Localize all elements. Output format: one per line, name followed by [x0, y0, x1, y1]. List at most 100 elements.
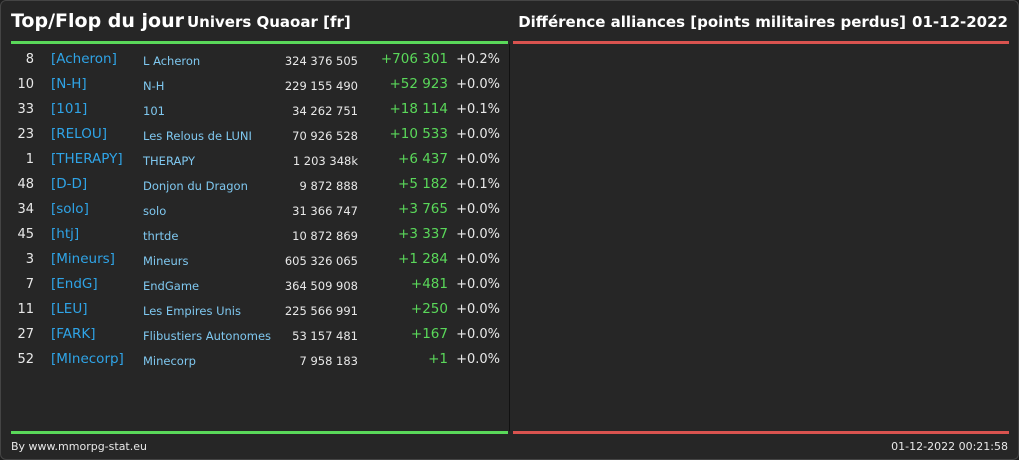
alliance-diff: +250 [410, 301, 448, 317]
header-date: 01-12-2022 [912, 13, 1008, 31]
alliance-rank: 45 [17, 227, 34, 242]
alliance-row: 34 [solo] solo 31 366 747 +3 765 +0.0% [11, 198, 508, 223]
alliance-points: 70 926 528 [292, 129, 358, 143]
alliance-rank: 33 [17, 102, 34, 117]
alliance-row: 45 [htj] thrtde 10 872 869 +3 337 +0.0% [11, 223, 508, 248]
alliance-points: 229 155 490 [284, 79, 358, 93]
alliance-percent: +0.1% [456, 177, 500, 192]
alliance-name-link[interactable]: Les Relous de LUNI [143, 129, 252, 143]
alliance-name-link[interactable]: Donjon du Dragon [143, 179, 248, 193]
alliance-name-link[interactable]: 101 [143, 104, 165, 118]
alliance-percent: +0.1% [456, 102, 500, 117]
alliance-row: 23 [RELOU] Les Relous de LUNI 70 926 528 +10… [11, 123, 508, 148]
alliance-tag-link[interactable]: [Acheron] [51, 51, 117, 67]
alliance-percent: +0.0% [456, 252, 500, 267]
alliance-rank: 27 [17, 327, 34, 342]
alliance-diff: +6 437 [398, 151, 448, 167]
top-gain-divider [11, 41, 508, 44]
alliance-name-link[interactable]: Les Empires Unis [143, 304, 241, 318]
alliance-tag-link[interactable]: [solo] [51, 201, 89, 217]
alliance-percent: +0.0% [456, 352, 500, 367]
alliance-percent: +0.0% [456, 127, 500, 142]
alliance-rank: 1 [25, 152, 34, 167]
alliance-row: 52 [MInecorp] Minecorp 7 958 183 +1 +0.0% [11, 348, 508, 373]
alliance-percent: +0.0% [456, 152, 500, 167]
ranking-title: Différence alliances [points militaires … [518, 13, 906, 31]
alliance-rank: 11 [17, 302, 34, 317]
alliance-points: 34 262 751 [292, 104, 358, 118]
alliance-row: 7 [EndG] EndGame 364 509 908 +481 +0.0% [11, 273, 508, 298]
alliance-name-link[interactable]: thrtde [143, 229, 179, 243]
alliance-points: 324 376 505 [284, 54, 358, 68]
alliance-tag-link[interactable]: [MInecorp] [51, 351, 124, 367]
alliance-row: 10 [N-H] N-H 229 155 490 +52 923 +0.0% [11, 73, 508, 98]
alliance-tag-link[interactable]: [htj] [51, 226, 80, 242]
alliance-percent: +0.0% [456, 327, 500, 342]
alliance-rank: 3 [25, 252, 34, 267]
top-alliance-list: 8 [Acheron] L Acheron 324 376 505 +706 301 +0… [11, 48, 508, 373]
alliance-points: 364 509 908 [284, 279, 358, 293]
alliance-points: 9 872 888 [299, 179, 358, 193]
alliance-rank: 8 [25, 52, 34, 67]
bottom-loss-divider [513, 431, 1009, 434]
alliance-row: 48 [D-D] Donjon du Dragon 9 872 888 +5 182 +0… [11, 173, 508, 198]
alliance-diff: +5 182 [398, 176, 448, 192]
alliance-tag-link[interactable]: [RELOU] [51, 126, 107, 142]
alliance-tag-link[interactable]: [THERAPY] [51, 151, 123, 167]
alliance-points: 53 157 481 [292, 329, 358, 343]
source-credit: By www.mmorpg-stat.eu [11, 440, 147, 453]
alliance-tag-link[interactable]: [EndG] [51, 276, 98, 292]
alliance-points: 31 366 747 [292, 204, 358, 218]
alliance-name-link[interactable]: L Acheron [143, 54, 201, 68]
page-title: Top/Flop du jour [11, 10, 184, 32]
alliance-tag-link[interactable]: [N-H] [51, 76, 87, 92]
alliance-percent: +0.2% [456, 52, 500, 67]
alliance-percent: +0.0% [456, 277, 500, 292]
alliance-tag-link[interactable]: [101] [51, 101, 88, 117]
alliance-row: 8 [Acheron] L Acheron 324 376 505 +706 301 +0… [11, 48, 508, 73]
alliance-points: 10 872 869 [292, 229, 358, 243]
alliance-row: 1 [THERAPY] THERAPY 1 203 348k +6 437 +0.0% [11, 148, 508, 173]
alliance-diff: +10 533 [389, 126, 448, 142]
column-divider [509, 44, 510, 431]
alliance-row: 3 [Mineurs] Mineurs 605 326 065 +1 284 +0.0% [11, 248, 508, 273]
alliance-percent: +0.0% [456, 202, 500, 217]
alliance-row: 27 [FARK] Flibustiers Autonomes 53 157 481 +… [11, 323, 508, 348]
alliance-name-link[interactable]: Flibustiers Autonomes [143, 329, 272, 343]
alliance-diff: +18 114 [389, 101, 448, 117]
alliance-tag-link[interactable]: [Mineurs] [51, 251, 115, 267]
alliance-name-link[interactable]: solo [143, 204, 167, 218]
header: Top/Flop du jour Univers Quaoar [fr] Dif… [1, 1, 1018, 41]
alliance-diff: +481 [410, 276, 448, 292]
alliance-row: 11 [LEU] Les Empires Unis 225 566 991 +250 +0… [11, 298, 508, 323]
alliance-diff: +167 [410, 326, 448, 342]
alliance-points: 225 566 991 [284, 304, 358, 318]
alliance-name-link[interactable]: Minecorp [143, 354, 196, 368]
alliance-rank: 34 [17, 202, 34, 217]
alliance-name-link[interactable]: EndGame [143, 279, 200, 293]
alliance-tag-link[interactable]: [D-D] [51, 176, 88, 192]
alliance-diff: +1 284 [398, 251, 448, 267]
alliance-points: 1 203 348k [292, 154, 358, 168]
alliance-diff: +3 337 [398, 226, 448, 242]
universe-label: Univers Quaoar [fr] [187, 13, 351, 31]
alliance-name-link[interactable]: N-H [143, 79, 165, 93]
alliance-name-link[interactable]: THERAPY [143, 154, 196, 168]
alliance-rank: 52 [17, 352, 34, 367]
alliance-diff: +3 765 [398, 201, 448, 217]
bottom-gain-divider [11, 431, 508, 434]
alliance-diff: +706 301 [380, 51, 448, 67]
alliance-tag-link[interactable]: [LEU] [51, 301, 88, 317]
alliance-percent: +0.0% [456, 77, 500, 92]
alliance-rank: 7 [25, 277, 34, 292]
top-loss-divider [513, 41, 1009, 44]
alliance-tag-link[interactable]: [FARK] [51, 326, 96, 342]
alliance-rank: 10 [17, 77, 34, 92]
alliance-percent: +0.0% [456, 302, 500, 317]
alliance-name-link[interactable]: Mineurs [143, 254, 189, 268]
alliance-points: 7 958 183 [299, 354, 358, 368]
alliance-rank: 48 [17, 177, 34, 192]
alliance-points: 605 326 065 [284, 254, 358, 268]
alliance-rank: 23 [17, 127, 34, 142]
